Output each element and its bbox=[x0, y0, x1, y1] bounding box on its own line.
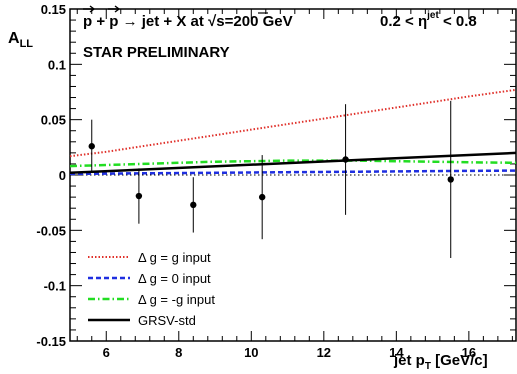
y-tick-label: 0.15 bbox=[41, 2, 66, 17]
data-point bbox=[258, 193, 266, 201]
reaction-annotation: p + p → jet + X at √s=200 GeV bbox=[83, 5, 293, 30]
x-tick-label: 14 bbox=[389, 345, 404, 360]
x-tick-label: 10 bbox=[244, 345, 258, 360]
x-tick-label: 16 bbox=[462, 345, 476, 360]
legend-label: GRSV-std bbox=[138, 313, 196, 328]
data-point bbox=[447, 176, 454, 183]
x-tick-label: 6 bbox=[103, 345, 110, 360]
legend-label: Δ g = -g input bbox=[138, 292, 215, 307]
x-tick-label: 8 bbox=[175, 345, 182, 360]
svg-text:p + p → jet + X at √s=200 GeV: p + p → jet + X at √s=200 GeV bbox=[83, 13, 293, 30]
data-point bbox=[190, 201, 197, 209]
y-tick-label: -0.05 bbox=[36, 223, 66, 238]
y-tick-label: 0 bbox=[59, 168, 66, 183]
x-axis-ticks: 6 8 10 12 14 16 bbox=[76, 9, 513, 360]
y-tick-label: -0.15 bbox=[36, 334, 66, 349]
legend-label: Δ g = g input bbox=[138, 250, 211, 265]
data-point bbox=[135, 192, 143, 200]
curve-dashed bbox=[69, 169, 517, 176]
preliminary-annotation: STAR PRELIMINARY bbox=[83, 44, 230, 61]
data-points bbox=[88, 100, 454, 258]
curve-dashdot bbox=[69, 159, 517, 168]
eta-range-annotation: 0.2 < ηjet < 0.8 bbox=[380, 10, 477, 30]
vector-arrow-icon bbox=[108, 5, 121, 13]
y-axis-ticks: -0.15 -0.1 -0.05 0 0.05 0.1 0.15 bbox=[36, 2, 516, 349]
y-tick-label: 0.1 bbox=[48, 57, 66, 72]
y-tick-label: 0.05 bbox=[41, 113, 66, 128]
theory-curves bbox=[69, 88, 517, 176]
legend-label: Δ g = 0 input bbox=[138, 271, 211, 286]
data-point bbox=[342, 156, 349, 163]
curve-solid bbox=[69, 151, 517, 175]
x-axis-label: jet pT [GeV/c] bbox=[393, 352, 488, 372]
x-tick-label: 12 bbox=[317, 345, 331, 360]
y-axis-label: ALL bbox=[8, 30, 33, 50]
vector-arrow-icon bbox=[83, 5, 96, 13]
data-point bbox=[88, 143, 95, 150]
legend: Δ g = g input Δ g = 0 input Δ g = -g input… bbox=[88, 250, 215, 328]
y-tick-label: -0.1 bbox=[44, 279, 66, 294]
